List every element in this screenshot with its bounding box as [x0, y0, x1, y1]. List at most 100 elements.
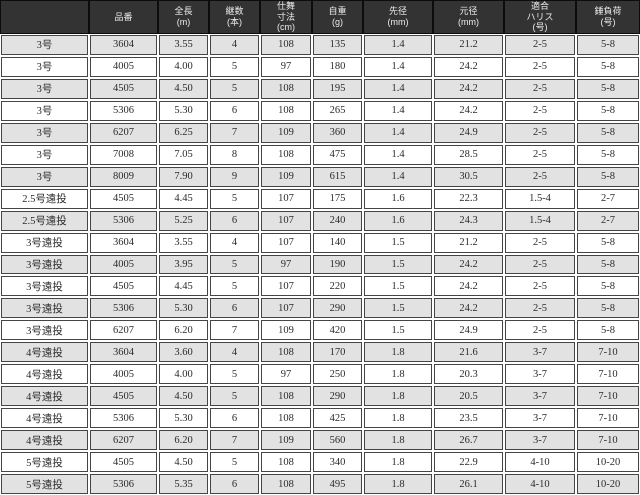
data-cell: 10-20: [577, 474, 639, 495]
data-cell: 107: [261, 188, 311, 209]
data-cell: 2-5: [505, 320, 575, 341]
data-cell: 6: [210, 474, 259, 495]
data-cell: 7: [210, 320, 259, 341]
data-cell: 2-5: [505, 254, 575, 275]
data-cell: 21.6: [434, 342, 503, 363]
data-cell: 4.00: [159, 364, 208, 385]
header-weight: 自重 (g): [312, 0, 363, 34]
model-label-cell: 3号遠投: [1, 254, 88, 275]
data-cell: 5-8: [577, 100, 639, 121]
data-cell: 4505: [90, 386, 157, 407]
data-cell: 5-8: [577, 35, 639, 55]
data-cell: 20.5: [434, 386, 503, 407]
model-label-cell: 4号遠投: [1, 342, 88, 363]
data-cell: 2-5: [505, 276, 575, 297]
data-cell: 4.45: [159, 188, 208, 209]
table-row: 5号遠投 4505 4.50 5 108 340 1.8 22.9 4-10 10-20: [0, 451, 640, 474]
data-cell: 2-7: [577, 188, 639, 209]
data-cell: 2-5: [505, 35, 575, 55]
data-cell: 109: [261, 320, 311, 341]
data-cell: 1.6: [364, 210, 432, 231]
model-label-cell: 3号: [1, 144, 88, 165]
data-cell: 97: [261, 254, 311, 275]
data-cell: 175: [313, 188, 362, 209]
data-cell: 170: [313, 342, 362, 363]
data-cell: 5.25: [159, 210, 208, 231]
data-cell: 7.05: [159, 144, 208, 165]
model-label-cell: 2.5号遠投: [1, 188, 88, 209]
data-cell: 2-5: [505, 144, 575, 165]
data-cell: 28.5: [434, 144, 503, 165]
data-cell: 108: [261, 342, 311, 363]
data-cell: 21.2: [434, 35, 503, 55]
table-row: 3号遠投 4505 4.45 5 107 220 1.5 24.2 2-5 5-8: [0, 275, 640, 298]
data-cell: 2-5: [505, 166, 575, 187]
data-cell: 5.30: [159, 408, 208, 429]
data-cell: 7-10: [577, 430, 639, 451]
data-cell: 240: [313, 210, 362, 231]
data-cell: 6: [210, 100, 259, 121]
data-cell: 3.55: [159, 35, 208, 55]
data-cell: 2-5: [505, 122, 575, 143]
data-cell: 108: [261, 35, 311, 55]
data-cell: 109: [261, 430, 311, 451]
header-total-length: 全長 (m): [158, 0, 209, 34]
data-cell: 1.5-4: [505, 210, 575, 231]
data-cell: 7.90: [159, 166, 208, 187]
model-label-cell: 3号: [1, 166, 88, 187]
model-label-cell: 5号遠投: [1, 474, 88, 495]
model-label-cell: 3号: [1, 56, 88, 77]
table-row: 4号遠投 5306 5.30 6 108 425 1.8 23.5 3-7 7-10: [0, 407, 640, 430]
table-row: 3号遠投 5306 5.30 6 107 290 1.5 24.2 2-5 5-8: [0, 297, 640, 320]
data-cell: 20.3: [434, 364, 503, 385]
data-cell: 4-10: [505, 474, 575, 495]
data-cell: 5: [210, 78, 259, 99]
data-cell: 3-7: [505, 386, 575, 407]
data-cell: 2-5: [505, 56, 575, 77]
data-cell: 2-5: [505, 78, 575, 99]
header-sections: 継数 (本): [209, 0, 260, 34]
data-cell: 3-7: [505, 430, 575, 451]
data-cell: 5: [210, 364, 259, 385]
data-cell: 23.5: [434, 408, 503, 429]
table-row: 5号遠投 5306 5.35 6 108 495 1.8 26.1 4-10 10-20: [0, 473, 640, 495]
data-cell: 24.2: [434, 298, 503, 319]
data-cell: 7: [210, 122, 259, 143]
data-cell: 6207: [90, 122, 157, 143]
data-cell: 3.95: [159, 254, 208, 275]
data-cell: 2-7: [577, 210, 639, 231]
table-row: 3号 4005 4.00 5 97 180 1.4 24.2 2-5 5-8: [0, 55, 640, 78]
data-cell: 4.00: [159, 56, 208, 77]
data-cell: 4: [210, 35, 259, 55]
model-label-cell: 2.5号遠投: [1, 210, 88, 231]
data-cell: 108: [261, 78, 311, 99]
table-row: 3号 3604 3.55 4 108 135 1.4 21.2 2-5 5-8: [0, 34, 640, 56]
data-cell: 97: [261, 56, 311, 77]
data-cell: 3604: [90, 232, 157, 253]
table-row: 2.5号遠投 5306 5.25 6 107 240 1.6 24.3 1.5-4 2-7: [0, 209, 640, 232]
data-cell: 5306: [90, 100, 157, 121]
data-cell: 4.50: [159, 78, 208, 99]
data-cell: 26.7: [434, 430, 503, 451]
table-row: 2.5号遠投 4505 4.45 5 107 175 1.6 22.3 1.5-4 2-7: [0, 187, 640, 210]
table-row: 3号遠投 3604 3.55 4 107 140 1.5 21.2 2-5 5-8: [0, 231, 640, 254]
data-cell: 24.2: [434, 100, 503, 121]
data-cell: 1.8: [364, 342, 432, 363]
data-cell: 1.8: [364, 430, 432, 451]
data-cell: 1.8: [364, 408, 432, 429]
data-cell: 6: [210, 298, 259, 319]
data-cell: 5306: [90, 210, 157, 231]
data-cell: 5: [210, 276, 259, 297]
data-cell: 3604: [90, 342, 157, 363]
model-label-cell: 3号遠投: [1, 298, 88, 319]
data-cell: 108: [261, 474, 311, 495]
data-cell: 195: [313, 78, 362, 99]
data-cell: 5306: [90, 474, 157, 495]
data-cell: 2-5: [505, 100, 575, 121]
data-cell: 4505: [90, 188, 157, 209]
data-cell: 6: [210, 408, 259, 429]
data-cell: 5-8: [577, 122, 639, 143]
data-cell: 108: [261, 386, 311, 407]
model-label-cell: 5号遠投: [1, 452, 88, 473]
data-cell: 1.4: [364, 56, 432, 77]
